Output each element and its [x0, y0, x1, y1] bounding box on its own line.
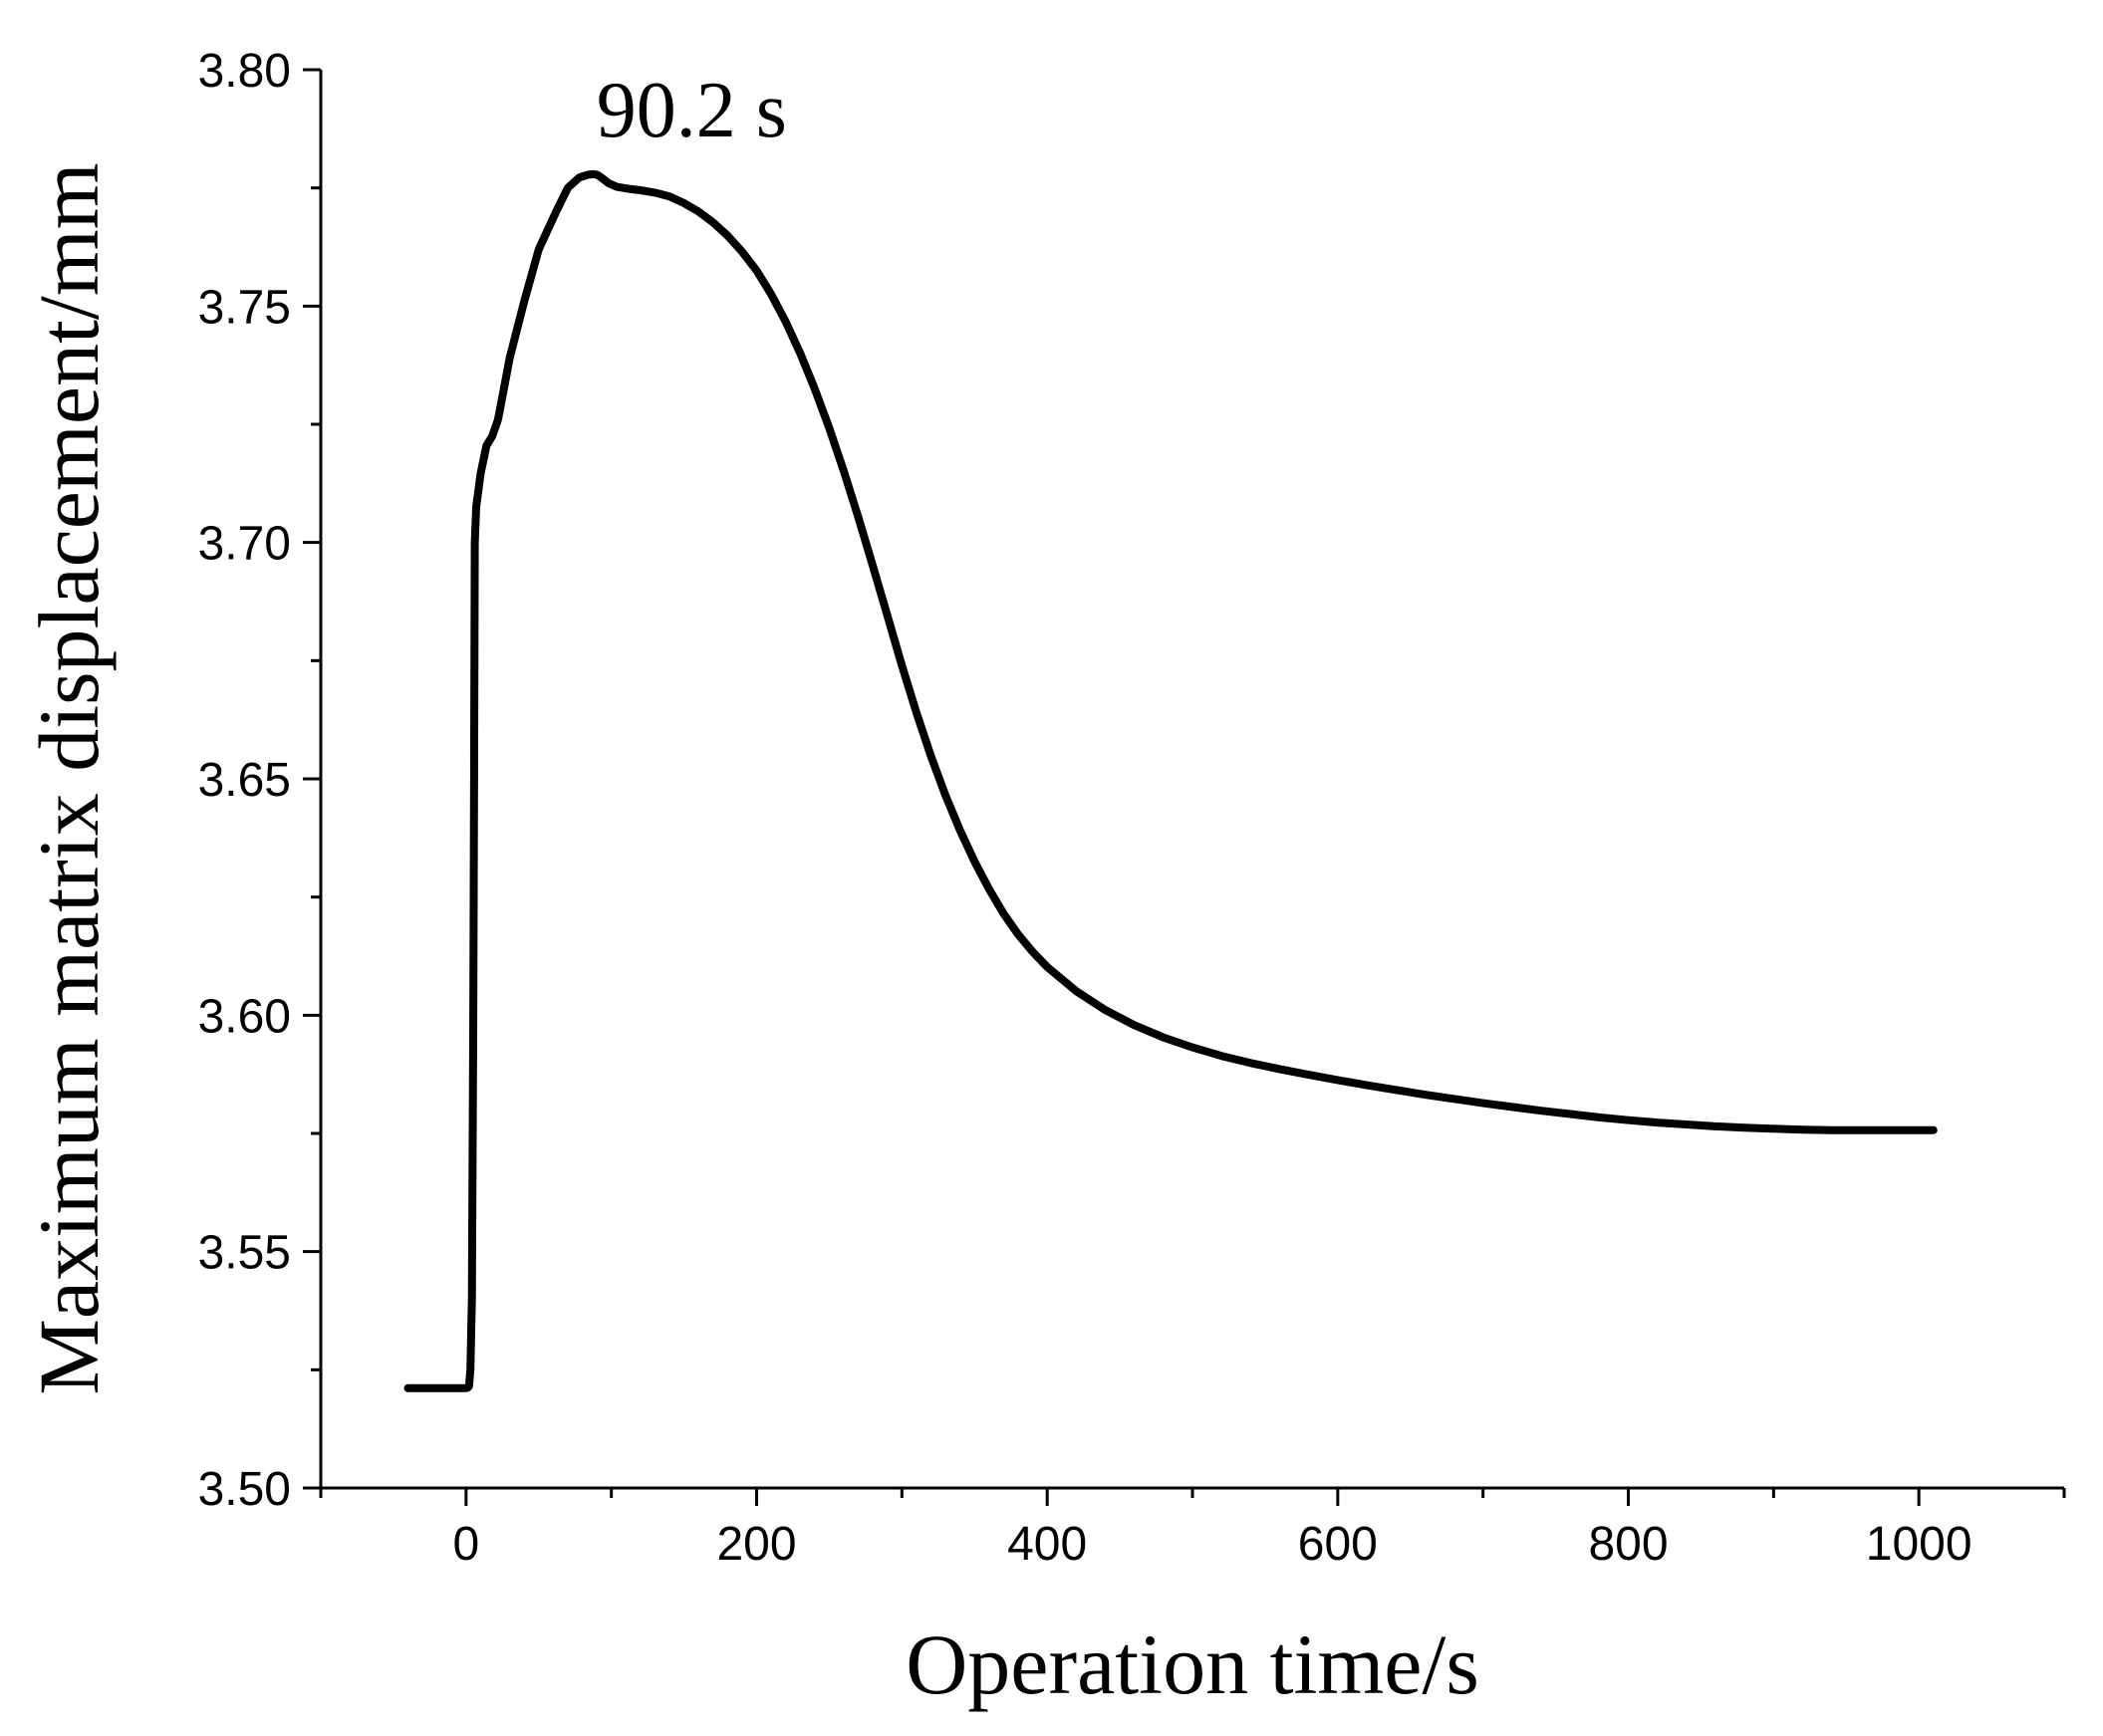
x-tick-label: 1000: [1866, 1518, 1972, 1571]
y-tick-label: 3.50: [198, 1463, 291, 1516]
series-line: [403, 169, 1938, 1392]
series-layer: [403, 169, 1938, 1392]
x-tick-label: 600: [1298, 1518, 1378, 1571]
x-axis: 0 200 400 600 800 1000: [319, 1486, 2066, 1571]
y-tick-label: 3.55: [198, 1227, 291, 1280]
x-tick-label: 800: [1588, 1518, 1668, 1571]
annotation-label: 90.2 s: [597, 67, 787, 154]
y-tick-label: 3.75: [198, 281, 291, 334]
y-tick-label: 3.80: [198, 45, 291, 98]
y-axis-title: Maximum matrix displacement/mm: [21, 162, 117, 1394]
x-tick-label: 400: [1007, 1518, 1087, 1571]
x-tick-label: 0: [452, 1518, 479, 1571]
y-tick-label: 3.65: [198, 754, 291, 807]
x-tick-label: 200: [716, 1518, 796, 1571]
x-axis-title: Operation time/s: [906, 1616, 1479, 1712]
y-axis: 3.50 3.55 3.60 3.65 3.70 3.75 3.80: [198, 45, 323, 1516]
y-tick-label: 3.70: [198, 518, 291, 571]
y-tick-label: 3.60: [198, 990, 291, 1043]
